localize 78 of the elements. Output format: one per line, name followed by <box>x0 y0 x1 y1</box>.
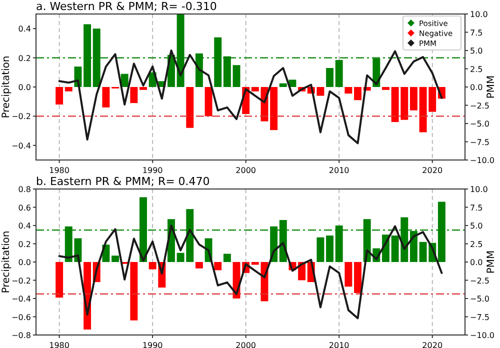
bar <box>354 262 362 294</box>
y2-axis-title: PMM <box>486 75 497 99</box>
bar <box>130 87 138 104</box>
bar <box>214 262 222 270</box>
bar <box>130 262 138 320</box>
bar <box>195 262 203 268</box>
y2-tick-label: −7.5 <box>470 138 490 147</box>
x-tick-label: 1990 <box>142 341 163 348</box>
bar <box>410 87 418 110</box>
y-tick-label: 0.4 <box>18 222 31 230</box>
bar <box>102 87 110 108</box>
y-tick-label: 0.6 <box>18 203 31 212</box>
chart-title: b. Eastern PR & PMM; R= 0.470 <box>36 175 210 188</box>
bar <box>56 87 64 105</box>
line-series <box>58 224 443 320</box>
bar <box>232 65 240 87</box>
x-tick-label: 2010 <box>328 166 350 175</box>
y2-tick-label: −2.5 <box>470 276 490 286</box>
y2-tick-label: 0.0 <box>470 258 483 267</box>
bar <box>251 262 259 265</box>
y-tick-label: −0.8 <box>12 331 31 340</box>
x-tick-label: 1980 <box>49 166 70 175</box>
y-tick-label: 0.4 <box>18 24 31 34</box>
line-series <box>58 50 443 144</box>
x-tick-label: 1980 <box>49 341 70 348</box>
y2-tick-label: −5.0 <box>470 294 490 304</box>
bar <box>223 254 231 262</box>
y2-tick-label: 7.5 <box>470 28 483 38</box>
x-tick-label: 2000 <box>236 166 256 175</box>
y2-tick-label: 5.0 <box>470 46 483 56</box>
y2-tick-label: 0.0 <box>470 83 483 92</box>
bar <box>120 74 128 87</box>
y2-tick-label: 5.0 <box>470 222 483 230</box>
y-tick-label: −0.2 <box>12 276 31 286</box>
y-tick-label: 0.0 <box>18 83 31 92</box>
y2-tick-label: 2.5 <box>470 64 483 74</box>
y2-tick-label: −10.0 <box>470 331 495 340</box>
y2-tick-label: −7.5 <box>470 312 490 322</box>
y-axis-title: Precipitation <box>1 56 12 118</box>
bar <box>354 87 362 100</box>
y-tick-label: −0.2 <box>12 112 31 122</box>
y-tick-label: 0.2 <box>18 240 31 249</box>
y2-tick-label: −10.0 <box>470 156 495 165</box>
bar <box>204 87 212 116</box>
x-tick-label: 2000 <box>236 341 256 348</box>
bar <box>382 87 390 90</box>
y2-tick-label: 7.5 <box>470 203 483 212</box>
bar <box>112 256 119 262</box>
bar <box>326 236 334 262</box>
y-tick-label: 0.2 <box>18 54 31 63</box>
y-tick-label: −0.6 <box>12 312 31 322</box>
bar <box>140 87 147 90</box>
y2-tick-label: −5.0 <box>470 120 490 128</box>
y-tick-label: −0.4 <box>12 294 31 304</box>
bar <box>326 68 334 87</box>
bar <box>279 83 287 87</box>
x-tick-label: 2020 <box>422 166 443 175</box>
bar <box>344 262 352 287</box>
bar <box>64 87 72 92</box>
y2-tick-label: 2.5 <box>470 240 483 249</box>
y-axis-title: Precipitation <box>1 230 12 294</box>
y2-tick-label: −2.5 <box>470 101 490 110</box>
y-tick-label: 0.0 <box>18 258 31 267</box>
bar <box>186 87 194 128</box>
chart-title: a. Western PR & PMM; R= -0.310 <box>36 0 217 13</box>
y-tick-label: −0.4 <box>12 141 31 150</box>
bar <box>270 87 278 130</box>
bar <box>316 237 324 262</box>
bar <box>344 87 352 94</box>
y2-tick-label: 10.0 <box>470 185 488 194</box>
y2-tick-label: 10.0 <box>470 10 488 19</box>
bar <box>251 87 259 92</box>
y2-axis-title: PMM <box>486 250 497 274</box>
x-tick-label: 2010 <box>328 341 350 348</box>
bar <box>56 262 64 298</box>
x-tick-label: 2020 <box>422 341 443 348</box>
x-tick-label: 1990 <box>142 166 163 175</box>
y-tick-label: 0.8 <box>18 185 31 194</box>
